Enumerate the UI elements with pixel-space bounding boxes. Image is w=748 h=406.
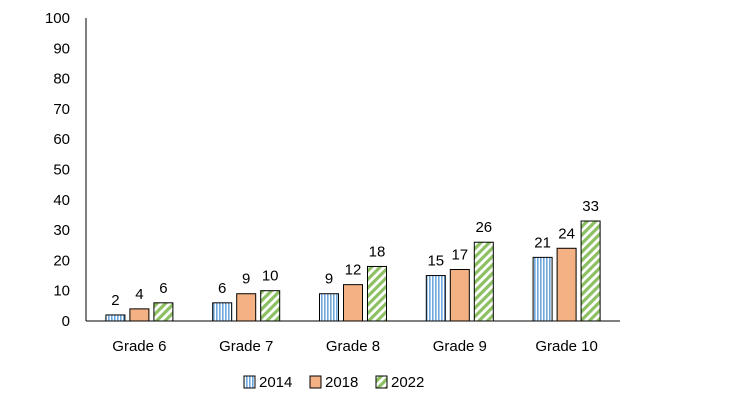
bar-2022-grade-9: [473, 241, 494, 322]
y-tick-label: 80: [53, 71, 70, 88]
bar-2014-grade-9: [425, 275, 446, 322]
y-tick-label: 20: [53, 252, 70, 269]
bars-group: [105, 220, 601, 322]
category-label: Grade 10: [535, 338, 598, 355]
data-label: 26: [475, 219, 492, 236]
data-label: 10: [262, 268, 279, 285]
category-label: Grade 6: [112, 338, 166, 355]
y-tick-label: 40: [53, 192, 70, 209]
axes: [85, 18, 620, 322]
data-label: 6: [159, 280, 167, 297]
legend-label-2022: 2022: [391, 374, 424, 391]
bar-2022-grade-10: [580, 220, 601, 322]
data-label: 21: [534, 234, 551, 251]
y-tick-label: 70: [53, 101, 70, 118]
data-label: 33: [582, 198, 599, 215]
y-tick-label: 0: [62, 313, 70, 330]
y-tick-label: 100: [45, 10, 70, 27]
data-label: 9: [242, 271, 250, 288]
legend: 2014 2018 2022: [243, 374, 424, 391]
legend-swatch-2014: [243, 375, 256, 389]
legend-swatch-2022: [375, 375, 388, 389]
data-label: 9: [325, 271, 333, 288]
category-label: Grade 7: [219, 338, 273, 355]
data-label: 17: [451, 246, 468, 263]
bar-2014-grade-6: [105, 314, 126, 322]
bar-2018-grade-6: [129, 308, 150, 322]
y-tick-label: 90: [53, 40, 70, 57]
data-label: 18: [369, 243, 386, 260]
data-label: 12: [345, 262, 362, 279]
y-tick-label: 50: [53, 162, 70, 179]
bar-2014-grade-8: [319, 293, 339, 322]
data-label: 24: [558, 225, 575, 242]
y-axis-tick-labels: 0 10 20 30 40 50 60 70 80 90 100: [45, 10, 70, 330]
bar-2022-grade-8: [367, 265, 387, 322]
y-tick-label: 10: [53, 283, 70, 300]
data-label: 4: [135, 286, 143, 303]
data-label: 6: [218, 280, 226, 297]
bar-2022-grade-6: [153, 302, 174, 322]
data-label: 15: [427, 253, 444, 270]
category-labels: Grade 6 Grade 7 Grade 8 Grade 9 Grade 10: [112, 338, 598, 355]
category-label: Grade 8: [326, 338, 380, 355]
bar-2022-grade-7: [260, 290, 281, 322]
data-label: 2: [111, 292, 119, 309]
legend-swatch-2018: [309, 375, 322, 389]
bar-2018-grade-7: [236, 293, 257, 322]
bar-2014-grade-7: [212, 302, 233, 322]
y-tick-label: 30: [53, 222, 70, 239]
bar-2018-grade-10: [556, 247, 577, 322]
legend-label-2018: 2018: [325, 374, 358, 391]
bar-2018-grade-8: [343, 284, 363, 322]
y-tick-label: 60: [53, 131, 70, 148]
bar-2018-grade-9: [449, 268, 470, 322]
category-label: Grade 9: [433, 338, 487, 355]
legend-label-2014: 2014: [259, 374, 292, 391]
bar-2014-grade-10: [532, 256, 553, 322]
